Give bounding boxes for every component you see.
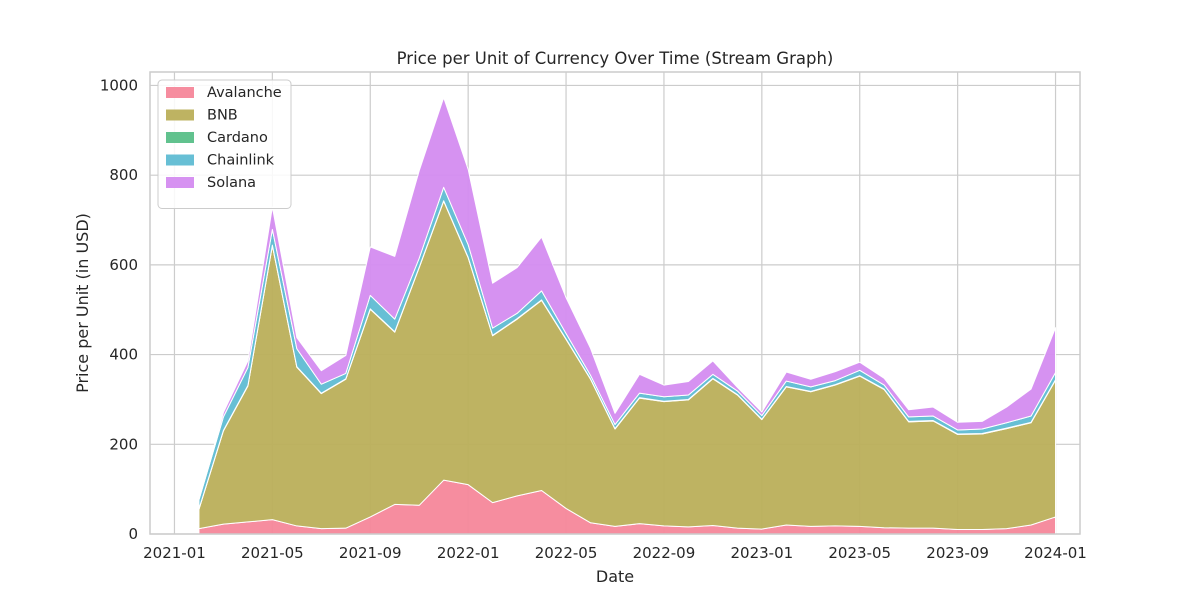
legend-swatch-bnb [166, 109, 194, 121]
x-tick-label: 2022-05 [535, 544, 598, 562]
x-tick-label: 2023-01 [730, 544, 793, 562]
x-tick-label: 2024-01 [1024, 544, 1087, 562]
legend-label-avalanche: Avalanche [207, 85, 282, 101]
x-tick-label: 2022-09 [633, 544, 696, 562]
chart-title: Price per Unit of Currency Over Time (St… [397, 49, 834, 68]
legend-label-cardano: Cardano [207, 130, 268, 146]
x-tick-label: 2021-05 [241, 544, 304, 562]
plot-border [149, 71, 1081, 535]
x-tick-label: 2022-01 [437, 544, 500, 562]
y-tick-label: 800 [109, 166, 138, 184]
legend-swatch-chainlink [166, 154, 194, 166]
y-tick-label: 400 [109, 346, 138, 364]
y-tick-label: 200 [109, 435, 138, 453]
y-tick-label: 600 [109, 256, 138, 274]
legend-swatch-cardano [166, 132, 194, 143]
area-series-solana [198, 97, 1057, 501]
y-axis-ticks: 0 200 400 600 800 1000 [100, 76, 138, 543]
legend: Avalanche BNB Cardano Chainlink Solana [157, 79, 292, 209]
x-tick-label: 2023-09 [926, 544, 989, 562]
x-axis-ticks: 2021-01 2021-05 2021-09 2022-01 2022-05 2022-… [143, 544, 1087, 562]
x-tick-label: 2021-01 [143, 544, 206, 562]
plot-frame [149, 71, 1081, 535]
legend-label-solana: Solana [207, 175, 256, 191]
legend-swatch-avalanche [166, 87, 194, 98]
legend-label-chainlink: Chainlink [207, 153, 275, 169]
legend-swatch-solana [166, 177, 194, 188]
y-axis-label: Price per Unit (in USD) [73, 213, 92, 393]
y-tick-label: 1000 [100, 76, 138, 94]
x-axis-label: Date [596, 567, 634, 586]
x-tick-label: 2021-09 [339, 544, 402, 562]
x-tick-label: 2023-05 [828, 544, 891, 562]
stacked-areas [198, 97, 1057, 535]
legend-label-bnb: BNB [207, 108, 238, 124]
y-tick-label: 0 [128, 525, 138, 543]
